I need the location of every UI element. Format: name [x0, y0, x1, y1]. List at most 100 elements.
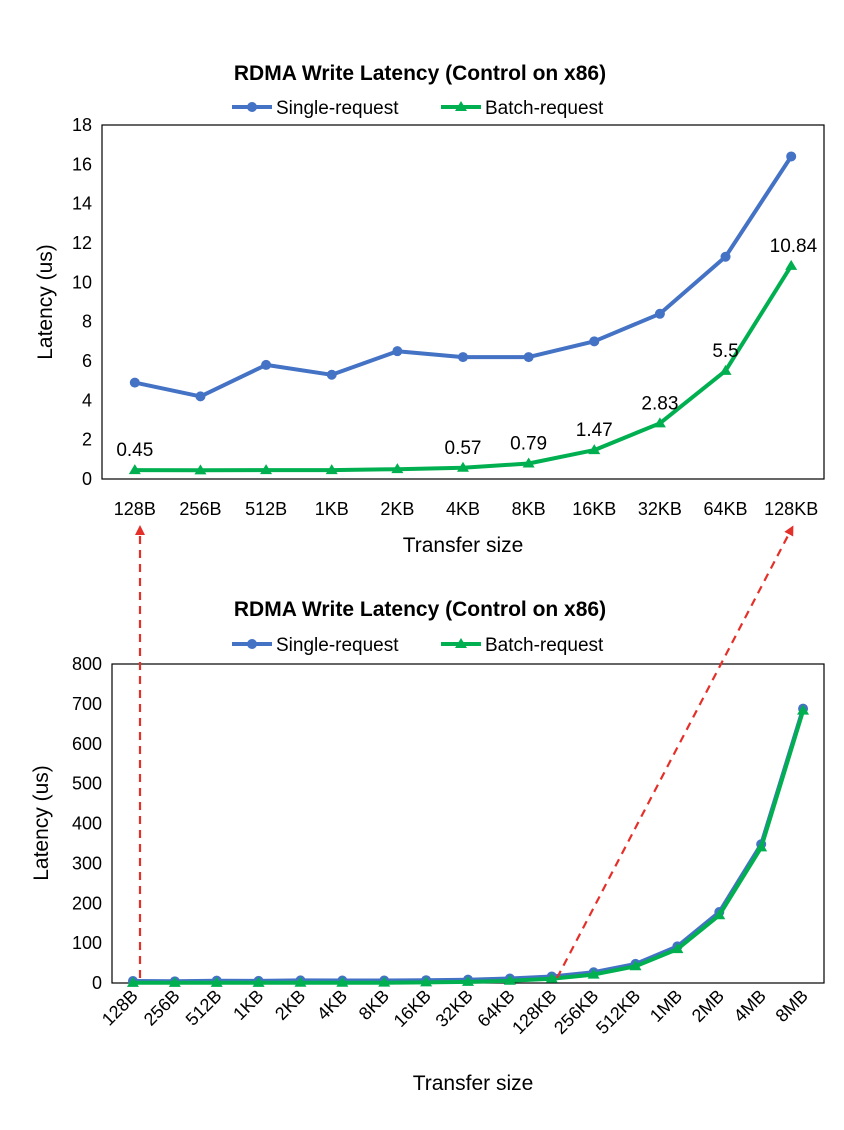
- x-tick-label: 16KB: [572, 499, 616, 519]
- batch-point: [457, 461, 469, 472]
- legend-single-label: Single-request: [276, 635, 399, 656]
- legend-single-marker: [247, 639, 257, 649]
- y-tick-label: 300: [72, 853, 102, 873]
- batch-point: [503, 974, 516, 985]
- single-point: [195, 391, 206, 402]
- data-labels: 0.45 0.57 0.79 1.47 2.83 5.5 10.84: [116, 236, 817, 461]
- data-label: 10.84: [770, 236, 818, 257]
- x-tick-label: 2KB: [380, 499, 414, 519]
- y-axis-ticks: 0 100 200 300 400 500 600 700 800: [72, 654, 102, 993]
- batch-point: [210, 976, 223, 987]
- y-tick-label: 8: [82, 312, 92, 332]
- batch-point: [671, 943, 684, 954]
- series-group: [128, 151, 798, 475]
- x-tick-label: 4MB: [730, 986, 770, 1026]
- x-tick-label: 1MB: [646, 986, 686, 1026]
- batch-point: [378, 976, 391, 987]
- x-tick-label: 16KB: [390, 986, 435, 1031]
- y-tick-label: 200: [72, 893, 102, 913]
- single-point: [392, 346, 403, 357]
- y-tick-label: 16: [72, 154, 92, 174]
- y-tick-label: 500: [72, 774, 102, 794]
- x-tick-label: 1KB: [315, 499, 349, 519]
- y-axis-title: Latency (us): [34, 244, 57, 360]
- y-tick-label: 10: [72, 272, 92, 292]
- y-tick-label: 2: [82, 430, 92, 450]
- y-tick-label: 18: [72, 115, 92, 135]
- legend: Single-request Batch-request: [232, 98, 604, 119]
- legend-single-label: Single-request: [276, 98, 399, 119]
- legend-batch-marker: [455, 638, 467, 648]
- x-tick-label: 64KB: [704, 499, 748, 519]
- single-point: [786, 151, 797, 162]
- single-point: [720, 251, 731, 262]
- batch-point: [194, 464, 207, 475]
- y-tick-label: 700: [72, 694, 102, 714]
- batch-point: [719, 364, 732, 375]
- x-tick-label: 128B: [98, 986, 142, 1030]
- data-label: 2.83: [641, 393, 678, 414]
- x-tick-label: 2MB: [688, 986, 728, 1026]
- legend-batch-label: Batch-request: [485, 98, 604, 119]
- batch-point: [294, 976, 307, 987]
- batch-point: [522, 457, 535, 468]
- batch-point: [785, 259, 798, 270]
- batch-point: [420, 976, 433, 987]
- batch-point: [588, 444, 601, 455]
- batch-point: [462, 975, 474, 986]
- batch-point: [797, 704, 810, 715]
- y-tick-label: 0: [92, 973, 102, 993]
- x-tick-label: 4KB: [313, 986, 351, 1024]
- legend-batch-label: Batch-request: [485, 635, 604, 656]
- x-tick-label: 2KB: [271, 986, 309, 1024]
- y-tick-label: 12: [72, 233, 92, 253]
- single-point: [326, 369, 337, 380]
- batch-point: [260, 464, 273, 475]
- batch-point: [587, 968, 600, 979]
- x-tick-label: 128KB: [508, 986, 560, 1038]
- batch-point: [252, 976, 265, 987]
- x-tick-label: 512B: [245, 499, 287, 519]
- x-tick-label: 512B: [182, 986, 226, 1030]
- chart-title: RDMA Write Latency (Control on x86): [234, 62, 606, 85]
- y-tick-label: 0: [82, 469, 92, 489]
- single-point: [261, 359, 272, 370]
- chart-title: RDMA Write Latency (Control on x86): [234, 598, 606, 621]
- y-tick-label: 4: [82, 390, 92, 410]
- single-point: [654, 308, 665, 319]
- x-tick-label: 32KB: [638, 499, 682, 519]
- x-tick-label: 1KB: [229, 986, 267, 1024]
- legend-batch-marker: [455, 101, 467, 111]
- plot-area: [101, 124, 825, 480]
- y-axis-ticks: 0 2 4 6 8 10 12 14 16 18: [72, 115, 92, 489]
- y-tick-label: 100: [72, 933, 102, 953]
- single-point: [458, 352, 468, 363]
- series-group: [126, 703, 810, 987]
- data-label: 0.57: [445, 438, 482, 459]
- batch-point: [629, 960, 642, 971]
- data-label: 0.79: [510, 433, 547, 454]
- batch-point: [545, 972, 558, 983]
- x-tick-label: 32KB: [432, 986, 477, 1031]
- y-tick-label: 600: [72, 734, 102, 754]
- x-tick-label: 256B: [140, 986, 184, 1030]
- y-tick-label: 14: [72, 194, 92, 214]
- batch-point: [336, 976, 349, 987]
- batch-point: [126, 976, 139, 987]
- batch-point: [653, 417, 666, 428]
- x-axis-title: Transfer size: [403, 534, 524, 557]
- single-point: [129, 377, 140, 388]
- batch-point: [168, 976, 181, 987]
- plot-area: [111, 663, 825, 984]
- x-tick-label: 8MB: [772, 986, 812, 1026]
- legend: Single-request Batch-request: [232, 635, 604, 656]
- series-line-single: [132, 708, 806, 984]
- x-tick-label: 256KB: [550, 986, 602, 1038]
- x-tick-label: 128B: [114, 499, 156, 519]
- y-tick-label: 6: [82, 351, 92, 371]
- zoom-arrow-right: [556, 525, 794, 979]
- batch-point: [755, 841, 768, 852]
